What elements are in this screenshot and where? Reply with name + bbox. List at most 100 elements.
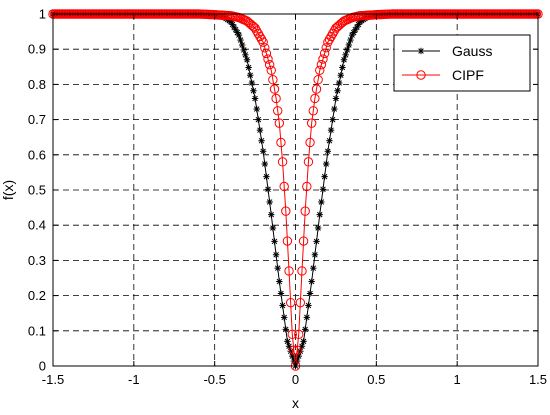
y-tick-label: 0.8 — [28, 77, 46, 92]
y-tick-label: 0.7 — [28, 112, 46, 127]
data-point — [332, 95, 340, 102]
tick-marks — [52, 13, 539, 367]
data-point — [316, 211, 323, 218]
y-tick-label: 0.1 — [28, 323, 46, 338]
data-point — [247, 20, 257, 30]
data-point — [253, 105, 260, 113]
x-tick-label: 1 — [454, 372, 461, 387]
data-point — [279, 181, 289, 192]
data-point — [261, 160, 268, 168]
y-tick-label: 0.2 — [28, 288, 46, 303]
data-point — [269, 84, 280, 94]
data-point — [282, 326, 289, 333]
data-point — [264, 59, 275, 70]
data-point — [284, 266, 294, 276]
data-point — [250, 87, 257, 94]
data-point — [295, 297, 306, 308]
data-point — [297, 266, 307, 276]
legend-label: Gauss — [452, 43, 492, 59]
data-point — [324, 34, 335, 45]
y-tick-label: 1 — [39, 7, 46, 22]
data-point — [323, 37, 333, 47]
data-point — [334, 87, 341, 94]
data-point — [256, 34, 267, 45]
data-point — [329, 116, 336, 123]
data-point — [300, 206, 310, 216]
data-point — [277, 157, 288, 167]
legend-marker — [417, 47, 425, 55]
data-point — [280, 314, 288, 321]
data-point — [289, 345, 299, 355]
data-point — [336, 19, 346, 29]
data-point — [248, 79, 256, 87]
data-point — [302, 181, 312, 192]
data-point — [255, 116, 262, 123]
data-point — [302, 326, 309, 333]
data-point — [240, 46, 247, 54]
data-point — [313, 238, 320, 245]
data-point — [268, 211, 275, 218]
data-point — [323, 160, 330, 168]
data-point — [308, 278, 315, 285]
data-point — [311, 84, 322, 94]
data-point — [310, 93, 320, 104]
data-point — [326, 31, 336, 42]
data-point — [314, 224, 322, 232]
data-point — [273, 106, 283, 116]
y-tick-label: 0.6 — [28, 147, 46, 162]
x-tick-label: 0 — [292, 372, 299, 387]
data-point — [260, 43, 270, 53]
data-point — [269, 224, 277, 232]
data-point — [319, 186, 327, 193]
data-point — [308, 106, 318, 116]
data-point — [271, 238, 278, 245]
x-tick-label: -1.5 — [42, 372, 64, 387]
data-point — [276, 278, 283, 285]
data-point — [327, 126, 335, 134]
data-point — [313, 75, 323, 85]
data-point — [300, 338, 307, 345]
data-point — [252, 26, 262, 36]
data-point — [237, 36, 244, 44]
data-point — [247, 72, 254, 79]
data-point — [272, 251, 280, 258]
x-tick-label: 0.5 — [367, 372, 385, 387]
data-point — [235, 31, 243, 39]
data-point — [276, 137, 286, 148]
data-point — [282, 236, 293, 246]
y-tick-label: 0.5 — [28, 183, 46, 198]
data-point — [321, 43, 331, 53]
data-point — [266, 198, 273, 206]
data-point — [258, 137, 265, 144]
data-point — [261, 48, 272, 59]
x-tick-label: 1.5 — [529, 372, 547, 387]
data-point — [303, 157, 314, 167]
y-axis-title: f(x) — [0, 180, 16, 200]
legend-marker — [416, 70, 426, 80]
data-point — [326, 137, 333, 144]
data-point — [305, 302, 312, 309]
data-point — [256, 126, 264, 134]
data-point — [281, 206, 291, 216]
data-point — [306, 290, 314, 297]
grid-lines — [53, 14, 538, 366]
data-point — [264, 186, 272, 193]
data-point — [258, 37, 268, 47]
data-point — [324, 148, 332, 155]
data-point — [285, 297, 296, 308]
data-point — [277, 290, 285, 297]
legend: Gauss CIPF — [393, 34, 531, 92]
y-tick-labels: 0 0.1 0.2 0.3 0.4 0.5 0.6 0.7 0.8 0.9 1 — [28, 7, 46, 374]
data-point — [294, 329, 304, 340]
data-point — [255, 31, 265, 42]
legend-item-cipf: CIPF — [402, 67, 484, 83]
data-point — [321, 173, 328, 180]
data-point — [340, 56, 348, 63]
data-point — [306, 118, 317, 128]
data-point — [342, 51, 349, 59]
data-point — [318, 54, 328, 64]
data-point — [259, 148, 267, 155]
data-point — [279, 302, 286, 309]
data-point — [271, 93, 281, 104]
data-point — [319, 48, 330, 59]
